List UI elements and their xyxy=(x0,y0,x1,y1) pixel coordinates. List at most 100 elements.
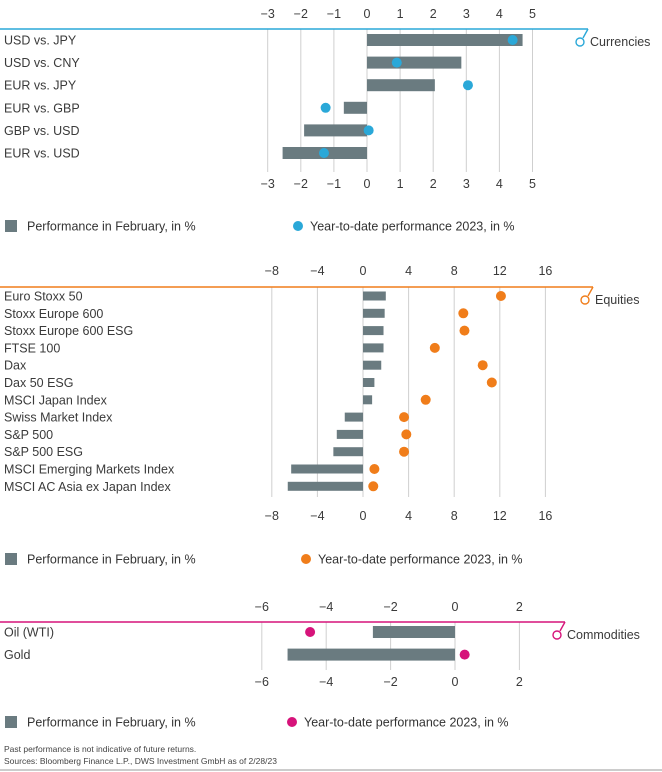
performance-bar xyxy=(367,56,462,69)
section-accent-connector xyxy=(559,621,566,632)
x-tick-label-top: 12 xyxy=(493,264,507,278)
x-tick-label-top: 2 xyxy=(516,600,523,614)
category-label: S&P 500 ESG xyxy=(4,445,83,459)
legend-ytd-label: Year-to-date performance 2023, in % xyxy=(310,220,515,234)
x-tick-label-top: −2 xyxy=(294,7,308,21)
legend-ytd-label: Year-to-date performance 2023, in % xyxy=(304,716,509,730)
x-tick-label-bottom: 0 xyxy=(364,177,371,191)
category-label: USD vs. CNY xyxy=(4,56,80,70)
category-label: Stoxx Europe 600 xyxy=(4,307,103,321)
ytd-dot xyxy=(507,35,518,45)
category-label: Euro Stoxx 50 xyxy=(4,290,83,304)
legend-ytd-label: Year-to-date performance 2023, in % xyxy=(318,553,523,567)
performance-bar xyxy=(363,378,375,387)
category-label: USD vs. JPY xyxy=(4,34,77,48)
ytd-dot xyxy=(320,102,331,113)
ytd-dot xyxy=(399,446,410,457)
category-label: Gold xyxy=(4,648,30,662)
legend-bar-swatch xyxy=(5,716,17,728)
category-label: MSCI AC Asia ex Japan Index xyxy=(4,480,172,494)
x-tick-label-bottom: 4 xyxy=(405,509,412,523)
x-tick-label-top: 0 xyxy=(452,600,459,614)
x-tick-label-top: 4 xyxy=(496,7,503,21)
performance-bar xyxy=(344,412,363,422)
performance-bar xyxy=(343,101,367,114)
x-tick-label-bottom: 8 xyxy=(451,509,458,523)
category-label: Dax 50 ESG xyxy=(4,376,73,390)
category-label: Oil (WTI) xyxy=(4,626,54,640)
x-tick-label-bottom: −4 xyxy=(319,675,333,689)
x-tick-label-top: 0 xyxy=(364,7,371,21)
category-label: GBP vs. USD xyxy=(4,124,79,138)
x-tick-label-bottom: 12 xyxy=(493,509,507,523)
x-tick-label-top: −1 xyxy=(327,7,341,21)
section-accent-connector xyxy=(587,286,594,297)
performance-bar xyxy=(336,429,363,439)
legend-bar-swatch xyxy=(5,220,17,232)
footnote-disclaimer: Past performance is not indicative of fu… xyxy=(4,744,196,754)
x-tick-label-bottom: 2 xyxy=(516,675,523,689)
section-accent-connector xyxy=(582,28,589,39)
legend-performance-label: Performance in February, in % xyxy=(27,553,196,567)
ytd-dot xyxy=(369,464,380,474)
ytd-dot xyxy=(318,148,329,158)
category-label: EUR vs. USD xyxy=(4,147,80,161)
section-marker-icon xyxy=(580,295,590,305)
x-tick-label-top: −8 xyxy=(265,264,279,278)
ytd-dot xyxy=(459,649,470,660)
category-label: FTSE 100 xyxy=(4,341,60,355)
performance-bar xyxy=(363,326,384,336)
x-tick-label-top: 16 xyxy=(538,264,552,278)
ytd-dot xyxy=(459,325,470,336)
section-label: Equities xyxy=(595,293,639,307)
x-tick-label-bottom: −1 xyxy=(327,177,341,191)
ytd-dot xyxy=(462,80,473,91)
x-tick-label-bottom: 0 xyxy=(452,675,459,689)
category-label: S&P 500 xyxy=(4,428,53,442)
x-tick-label-bottom: 1 xyxy=(397,177,404,191)
ytd-dot xyxy=(363,125,374,136)
x-tick-label-bottom: −8 xyxy=(265,509,279,523)
category-label: MSCI Emerging Markets Index xyxy=(4,463,175,477)
ytd-dot xyxy=(495,291,506,301)
ytd-dot xyxy=(399,412,410,423)
currencies-panel: −3 −3 −2 −2 −1 −1 0 0 1 1 2 2 3 3 4 4 5 5 Currencies USD vs… xyxy=(0,7,650,234)
x-tick-label-top: −2 xyxy=(383,600,397,614)
x-tick-label-bottom: 4 xyxy=(496,177,503,191)
x-tick-label-top: −3 xyxy=(261,7,275,21)
performance-bar xyxy=(363,395,373,405)
x-tick-label-top: 3 xyxy=(463,7,470,21)
section-marker-icon xyxy=(552,630,562,640)
legend-ytd-dot xyxy=(287,717,297,727)
performance-bar xyxy=(363,360,382,370)
section-label: Currencies xyxy=(590,35,650,49)
performance-bar xyxy=(291,464,363,474)
x-tick-label-top: 0 xyxy=(360,264,367,278)
category-label: Stoxx Europe 600 ESG xyxy=(4,324,133,338)
x-tick-label-bottom: 3 xyxy=(463,177,470,191)
ytd-dot xyxy=(486,377,497,388)
ytd-dot xyxy=(368,481,379,492)
x-tick-label-bottom: 5 xyxy=(529,177,536,191)
ytd-dot xyxy=(477,360,488,371)
category-label: Dax xyxy=(4,359,27,373)
performance-bar xyxy=(287,481,363,491)
legend-performance-label: Performance in February, in % xyxy=(27,716,196,730)
section-marker-icon xyxy=(575,37,585,47)
x-tick-label-bottom: −4 xyxy=(310,509,324,523)
performance-bar xyxy=(367,34,523,46)
ytd-dot xyxy=(391,57,402,68)
performance-bar xyxy=(367,79,435,92)
x-tick-label-bottom: 0 xyxy=(360,509,367,523)
ytd-dot xyxy=(429,342,440,353)
ytd-dot xyxy=(401,429,412,440)
footnote-sources: Sources: Bloomberg Finance L.P., DWS Inv… xyxy=(4,756,277,766)
x-tick-label-bottom: −6 xyxy=(255,675,269,689)
ytd-dot xyxy=(458,308,469,319)
performance-bar xyxy=(333,447,363,457)
category-label: Swiss Market Index xyxy=(4,411,113,425)
x-tick-label-top: 5 xyxy=(529,7,536,21)
performance-bar xyxy=(363,343,384,353)
category-label: MSCI Japan Index xyxy=(4,393,108,407)
